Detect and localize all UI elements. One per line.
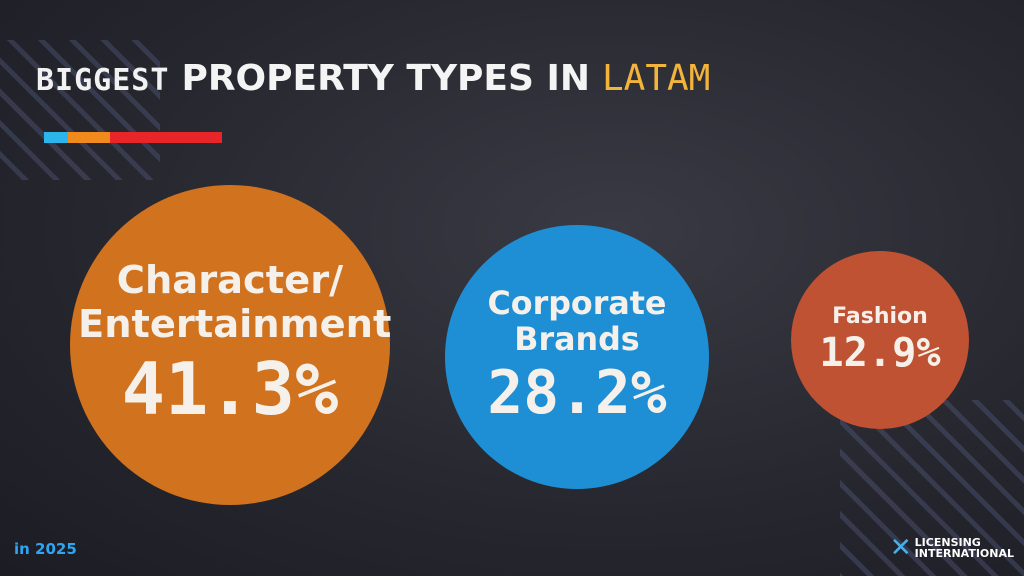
bubble: Corporate Brands 28.2%	[444, 224, 710, 490]
logo-icon: ✕	[889, 532, 912, 563]
accent-bar	[44, 132, 68, 143]
logo: ✕ LICENSING INTERNATIONAL	[889, 532, 1014, 563]
bubble-label: Fashion	[832, 304, 928, 330]
bubble: Fashion 12.9%	[790, 250, 970, 430]
accent-bar	[110, 132, 222, 143]
title-part: PROPERTY TYPES IN	[181, 58, 590, 99]
value-label: 12.9%	[819, 329, 941, 376]
logo-text: INTERNATIONAL	[914, 547, 1014, 561]
decor-stripes	[840, 400, 1024, 576]
decor-stripes	[0, 40, 160, 180]
title-part: LATAM	[601, 58, 711, 99]
bubble-label: Corporate Brands	[487, 286, 667, 359]
value-label: 41.3%	[121, 347, 339, 432]
title: BIGGEST PROPERTY TYPES IN LATAM	[36, 58, 722, 99]
accent-bar	[68, 132, 110, 143]
bubble-label: Character/ Entertainment	[77, 257, 392, 347]
bubble: Character/ Entertainment 41.3%	[69, 184, 392, 505]
value-label: 28.2%	[487, 358, 667, 428]
logo-text: LICENSING	[914, 535, 981, 549]
title-part: BIGGEST	[36, 63, 170, 98]
footnote: in 2025	[14, 540, 77, 558]
